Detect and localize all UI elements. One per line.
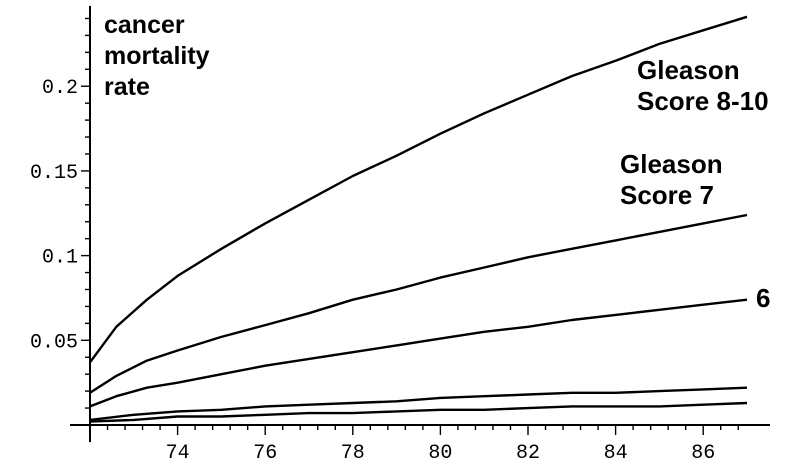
annotation-gleason-7-line-1: Gleason: [620, 149, 723, 179]
y-axis-label-line-2: mortality: [104, 42, 210, 70]
axes: 74 76 78 80 82 84 86 0.05 0.1 0.15 0.2: [30, 6, 770, 465]
y-tick-label: 0.15: [30, 162, 78, 185]
y-tick-label: 0.1: [42, 247, 78, 270]
x-tick-label: 74: [166, 442, 190, 465]
series-line-5: [89, 401, 748, 423]
series-line-2: [89, 213, 748, 394]
annotation-gleason-8-10-line-1: Gleason: [637, 55, 740, 85]
series-line-1: [89, 15, 748, 364]
annotation-score-6: 6: [756, 283, 770, 313]
y-tick-label: 0.05: [30, 331, 78, 354]
annotation-gleason-7-line-2: Score 7: [620, 180, 714, 210]
series-line-3: [89, 298, 748, 408]
series-line-4: [89, 386, 748, 422]
plot-area: [89, 15, 748, 423]
y-axis-label-line-3: rate: [104, 73, 150, 101]
x-tick-label: 84: [604, 442, 628, 465]
x-tick-label: 86: [691, 442, 715, 465]
y-tick-label: 0.2: [42, 77, 78, 100]
x-tick-label: 76: [253, 442, 277, 465]
x-tick-label: 82: [516, 442, 540, 465]
annotation-gleason-8-10-line-2: Score 8-10: [637, 86, 769, 116]
x-tick-label: 78: [341, 442, 365, 465]
y-axis-label-line-1: cancer: [104, 11, 185, 39]
x-tick-label: 80: [428, 442, 452, 465]
